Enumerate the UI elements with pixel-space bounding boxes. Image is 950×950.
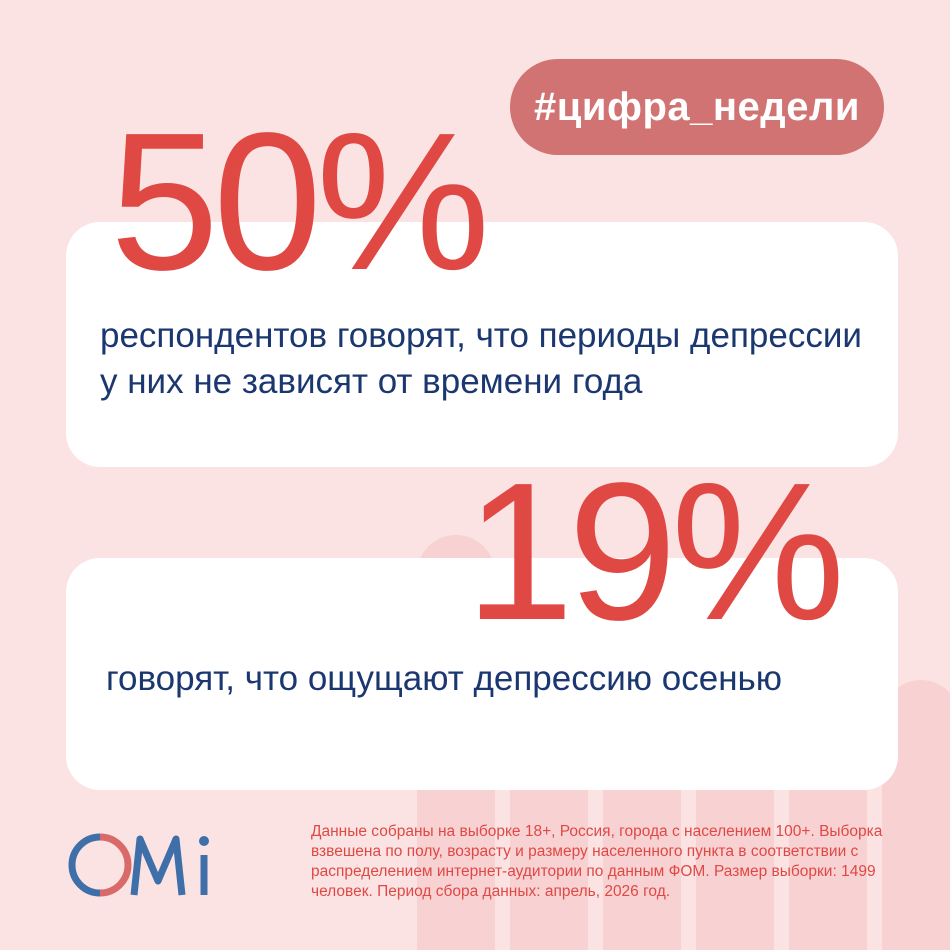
- stat-card-2: [66, 558, 898, 790]
- stat-description-2: говорят, что ощущают депрессию осенью: [106, 659, 783, 698]
- stat-value-2: 19%: [465, 442, 845, 661]
- omi-logo-icon: [64, 829, 224, 901]
- stat-value-1: 50%: [110, 92, 490, 311]
- methodology-footnote: Данные собраны на выборке 18+, Россия, г…: [311, 823, 883, 900]
- stat-description-1: респондентов говорят, что периоды депрес…: [100, 316, 862, 401]
- stat-card-1: [66, 222, 898, 467]
- hashtag-badge: #цифра_недели: [510, 59, 884, 155]
